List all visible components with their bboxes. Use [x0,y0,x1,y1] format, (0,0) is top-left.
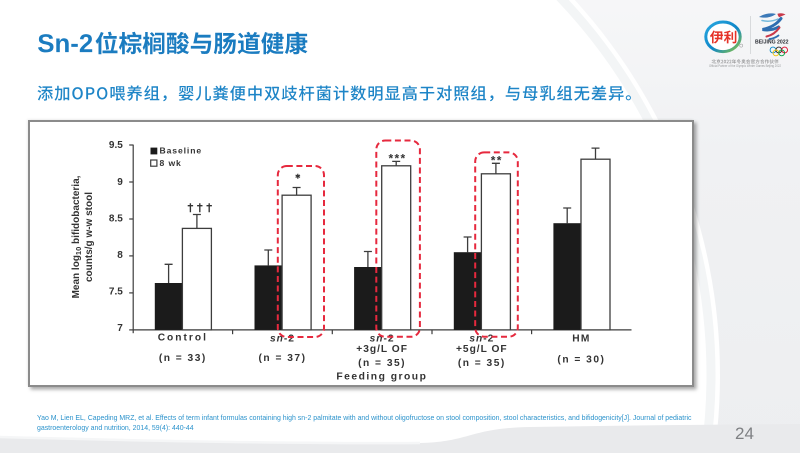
svg-text:9.5: 9.5 [109,140,123,151]
svg-text:+3g/L OF: +3g/L OF [356,344,408,355]
svg-text:7.5: 7.5 [109,286,123,297]
svg-text:Feeding group: Feeding group [336,371,427,382]
svg-text:(n = 30): (n = 30) [557,355,605,366]
svg-text:sn-2: sn-2 [270,333,295,344]
svg-text:(n = 35): (n = 35) [358,358,406,369]
svg-text:+5g/L OF: +5g/L OF [456,344,508,355]
svg-text:sn-2: sn-2 [469,333,494,344]
svg-text:Mean log10 bifidobacteria,: Mean log10 bifidobacteria, [71,175,83,298]
svg-text:Control: Control [158,333,208,344]
svg-text:Baseline: Baseline [160,146,203,156]
svg-text:***: *** [389,152,407,166]
svg-text:counts/g w-w stool: counts/g w-w stool [84,192,95,282]
svg-text:8 wk: 8 wk [160,158,182,168]
svg-text:(n = 37): (n = 37) [259,353,307,364]
svg-text:9: 9 [117,177,123,188]
svg-text:**: ** [491,153,503,167]
svg-text:7: 7 [117,323,123,334]
svg-text:8.5: 8.5 [109,214,123,225]
svg-text:HM: HM [572,333,590,344]
svg-text:8: 8 [117,250,123,261]
svg-text:(n = 33): (n = 33) [159,353,207,364]
svg-text:BEIJING 2022: BEIJING 2022 [755,40,789,46]
svg-text:(n = 35): (n = 35) [458,358,506,369]
svg-text:sn-2: sn-2 [370,333,395,344]
svg-text:Official Partner of the Olympi: Official Partner of the Olympic Winter G… [709,64,781,68]
